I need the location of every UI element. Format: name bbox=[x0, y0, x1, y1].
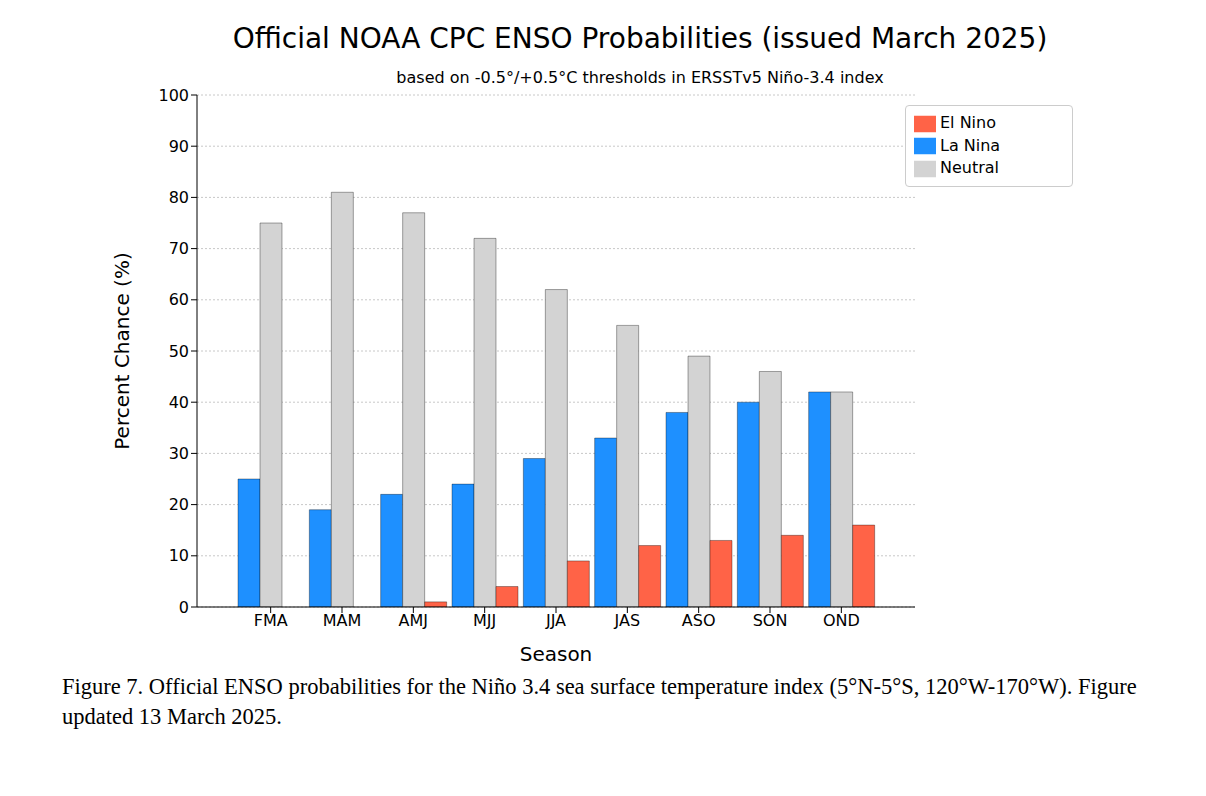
svg-text:OND: OND bbox=[823, 611, 860, 630]
svg-text:FMA: FMA bbox=[254, 611, 288, 630]
svg-text:AMJ: AMJ bbox=[399, 611, 428, 630]
svg-text:70: 70 bbox=[169, 239, 189, 258]
svg-text:10: 10 bbox=[169, 546, 189, 565]
svg-text:20: 20 bbox=[169, 495, 189, 514]
svg-text:MJJ: MJJ bbox=[473, 611, 496, 630]
svg-text:JAS: JAS bbox=[614, 611, 641, 630]
svg-text:90: 90 bbox=[169, 137, 189, 156]
html-text:La Nina: La Nina bbox=[940, 135, 1001, 155]
html-text:Neutral: Neutral bbox=[940, 158, 1000, 177]
svg-text:50: 50 bbox=[169, 342, 189, 361]
svg-text:60: 60 bbox=[169, 290, 189, 309]
svg-text:Season: Season bbox=[520, 642, 593, 666]
svg-text:MAM: MAM bbox=[323, 611, 362, 630]
svg-text:JJA: JJA bbox=[545, 611, 566, 630]
svg-text:40: 40 bbox=[169, 393, 189, 412]
html-text:El Nino: El Nino bbox=[940, 113, 996, 132]
svg-text:30: 30 bbox=[169, 444, 189, 463]
svg-text:Percent Chance (%): Percent Chance (%) bbox=[110, 252, 134, 449]
svg-text:SON: SON bbox=[753, 611, 788, 630]
html-text:based on -0.5°/+0.5°C threshol: based on -0.5°/+0.5°C thresholds in ERSS… bbox=[396, 68, 884, 87]
html-text:Figure 7. Official ENSO probab: Figure 7. Official ENSO probabilities fo… bbox=[62, 674, 1137, 729]
svg-text:ASO: ASO bbox=[682, 611, 716, 630]
svg-text:0: 0 bbox=[179, 598, 189, 617]
svg-text:80: 80 bbox=[169, 188, 189, 207]
html-text:Official NOAA CPC ENSO Probabi: Official NOAA CPC ENSO Probabilities (is… bbox=[232, 22, 1048, 55]
svg-text:100: 100 bbox=[158, 86, 189, 105]
